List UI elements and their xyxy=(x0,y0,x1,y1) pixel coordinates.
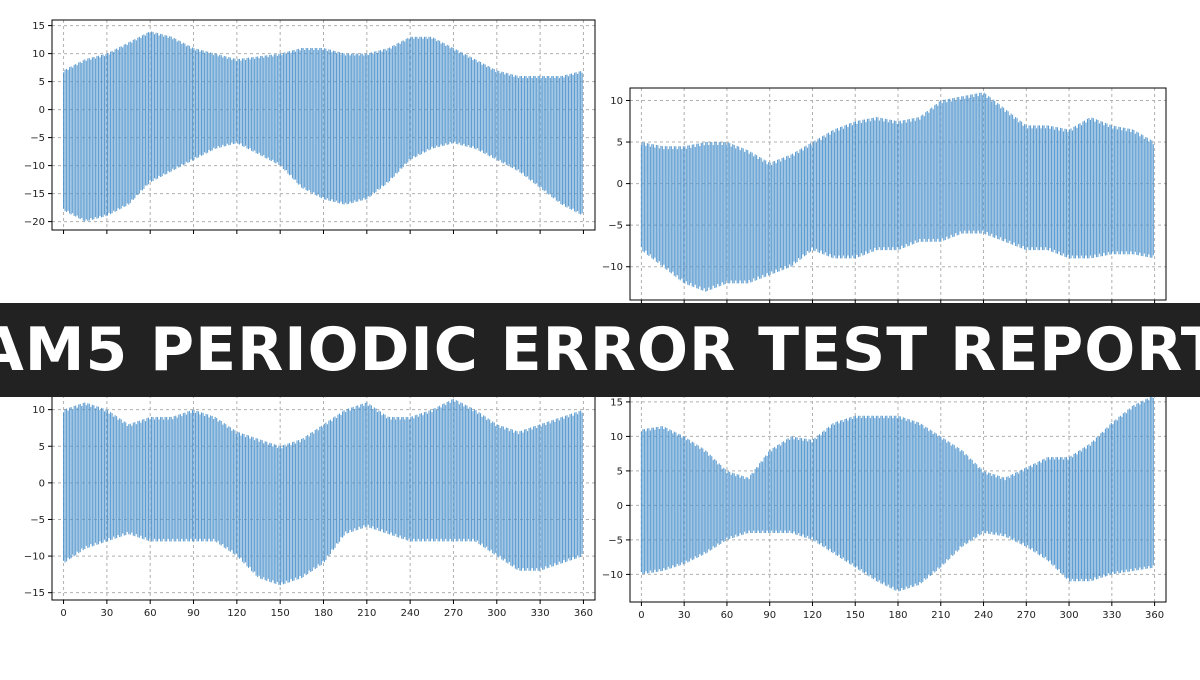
x-tick-label: 0 xyxy=(60,608,66,619)
x-tick-label: 240 xyxy=(401,608,420,619)
x-tick-label: 150 xyxy=(271,608,290,619)
x-tick-label: 120 xyxy=(227,608,246,619)
oscillation-series xyxy=(63,398,583,586)
y-tick-label: 5 xyxy=(617,466,623,477)
y-tick-label: −20 xyxy=(24,217,45,228)
chart-bottom-right-svg: 15 10 5 0 −5 −10 0 30 60 90 120 150 180 210 240 270 300 3… xyxy=(602,394,1167,621)
oscillation-series xyxy=(63,31,583,222)
title-banner: AM5 PERIODIC ERROR TEST REPORT xyxy=(0,303,1200,397)
x-tick-label: 270 xyxy=(1017,610,1036,621)
chart-panel-bottom-left: 10 5 0 −5 −10 −15 0 30 60 90 120 150 180 210 240 270 300… xyxy=(0,380,600,620)
y-tick-label: 0 xyxy=(617,179,623,190)
y-tick-label: 10 xyxy=(610,432,623,443)
y-tick-label: 5 xyxy=(617,138,623,149)
x-tick-label: 330 xyxy=(531,608,550,619)
y-tick-label: 0 xyxy=(617,501,623,512)
y-tick-label: −5 xyxy=(30,133,45,144)
y-tick-label: −10 xyxy=(602,262,623,273)
chart-panel-top-right: 10 5 0 −5 −10 xyxy=(580,80,1180,305)
x-tick-label: 180 xyxy=(888,610,907,621)
chart-panel-top-left: 15 10 5 0 −5 −10 −15 −20 xyxy=(0,19,600,310)
x-tick-label: 120 xyxy=(803,610,822,621)
y-tick-label: −10 xyxy=(602,570,623,581)
chart-bottom-left-svg: 10 5 0 −5 −10 −15 0 30 60 90 120 150 180 210 240 270 300… xyxy=(24,394,596,619)
x-tick-label: 0 xyxy=(638,610,644,621)
x-tick-label: 360 xyxy=(574,608,593,619)
x-tick-label: 180 xyxy=(314,608,333,619)
report-title: AM5 PERIODIC ERROR TEST REPORT xyxy=(0,315,1200,385)
y-tick-label: −10 xyxy=(24,161,45,172)
x-tick-label: 210 xyxy=(357,608,376,619)
x-tick-label: 60 xyxy=(144,608,157,619)
x-tick-label: 90 xyxy=(187,608,200,619)
y-tick-label: −10 xyxy=(24,552,45,563)
x-tick-label: 240 xyxy=(974,610,993,621)
y-tick-label: −5 xyxy=(30,515,45,526)
y-tick-label: 0 xyxy=(39,105,45,116)
x-tick-label: 360 xyxy=(1145,610,1164,621)
y-tick-label: 15 xyxy=(610,397,623,408)
y-tick-label: 10 xyxy=(32,405,45,416)
x-tick-label: 300 xyxy=(487,608,506,619)
chart-panel-bottom-right: 15 10 5 0 −5 −10 0 30 60 90 120 150 180 210 240 270 300 3… xyxy=(580,380,1180,621)
chart-top-left-svg: 15 10 5 0 −5 −10 −15 −20 xyxy=(24,19,596,234)
y-tick-label: −15 xyxy=(24,588,45,599)
y-tick-label: 0 xyxy=(39,478,45,489)
y-tick-label: −5 xyxy=(608,535,623,546)
oscillation-series xyxy=(640,396,1154,592)
y-tick-label: 5 xyxy=(39,442,45,453)
oscillation-series xyxy=(640,92,1154,292)
x-tick-label: 30 xyxy=(101,608,114,619)
y-tick-label: 10 xyxy=(32,49,45,60)
y-tick-label: −15 xyxy=(24,189,45,200)
y-tick-label: 5 xyxy=(39,77,45,88)
x-tick-label: 300 xyxy=(1060,610,1079,621)
x-tick-label: 270 xyxy=(444,608,463,619)
x-tick-label: 150 xyxy=(846,610,865,621)
x-tick-label: 210 xyxy=(931,610,950,621)
x-tick-label: 330 xyxy=(1102,610,1121,621)
y-tick-label: 15 xyxy=(32,21,45,32)
x-tick-label: 60 xyxy=(721,610,734,621)
y-tick-label: −5 xyxy=(608,221,623,232)
chart-top-right-svg: 10 5 0 −5 −10 xyxy=(602,87,1167,304)
x-tick-label: 90 xyxy=(763,610,776,621)
x-tick-label: 30 xyxy=(678,610,691,621)
y-tick-label: 10 xyxy=(610,96,623,107)
